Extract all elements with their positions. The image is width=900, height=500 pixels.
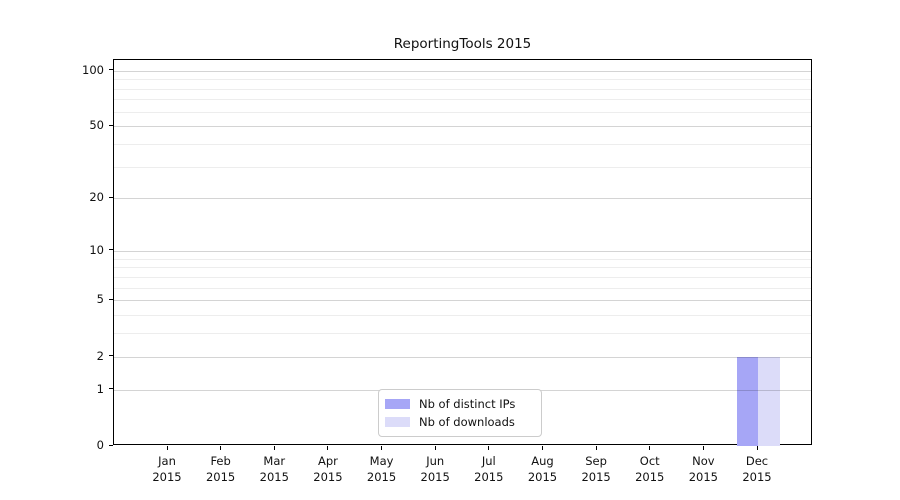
y-tick-mark (109, 196, 113, 198)
x-tick-label-mar: Mar 2015 (259, 454, 289, 484)
gridlines-layer (114, 60, 811, 444)
chart-title: ReportingTools 2015 (393, 36, 532, 52)
legend-label: Nb of downloads (419, 415, 515, 429)
x-tick-label-sep: Sep 2015 (581, 454, 611, 484)
y-tick-label: 1 (96, 381, 104, 396)
y-tick-mark (109, 388, 113, 390)
y-tick-mark (109, 298, 113, 300)
gridline-minor (114, 88, 811, 90)
x-tick-mark (327, 446, 329, 450)
x-tick-label-nov: Nov 2015 (688, 454, 718, 484)
gridline-major (114, 356, 811, 358)
legend-label: Nb of distinct IPs (419, 397, 516, 411)
y-tick-label: 50 (89, 118, 104, 133)
gridline-minor (114, 79, 811, 81)
y-tick-label: 0 (96, 438, 104, 452)
gridline-major (114, 300, 811, 302)
x-tick-mark (166, 446, 168, 450)
y-tick-mark (109, 249, 113, 251)
plot-area (113, 59, 812, 446)
x-tick-label-oct: Oct 2015 (635, 454, 665, 484)
gridline-major (114, 198, 811, 200)
x-tick-label-jul: Jul 2015 (474, 454, 504, 484)
gridline-major (114, 250, 811, 252)
x-tick-label-apr: Apr 2015 (313, 454, 343, 484)
gridline-minor (114, 267, 811, 269)
bars-layer (114, 60, 811, 446)
y-tick-mark (109, 355, 113, 357)
x-tick-label-dec: Dec 2015 (742, 454, 772, 484)
bar-dec-series1 (758, 356, 780, 446)
gridline-minor (114, 315, 811, 317)
legend-swatch-icon (385, 399, 410, 409)
y-tick-label: 10 (89, 242, 104, 257)
x-tick-mark (702, 446, 704, 450)
x-tick-mark (434, 446, 436, 450)
x-tick-label-may: May 2015 (366, 454, 397, 484)
y-tick-label: 20 (89, 190, 104, 205)
y-tick-mark (109, 444, 113, 446)
y-tick-label: 2 (96, 348, 104, 363)
x-tick-label-aug: Aug 2015 (527, 454, 558, 484)
legend: Nb of distinct IPs Nb of downloads (378, 389, 542, 437)
x-tick-mark (273, 446, 275, 450)
x-tick-mark (649, 446, 651, 450)
gridline-minor (114, 276, 811, 278)
x-tick-label-jun: Jun 2015 (420, 454, 450, 484)
gridline-major (114, 126, 811, 128)
gridline-minor (114, 99, 811, 101)
legend-swatch-icon (385, 417, 410, 427)
legend-row: Nb of distinct IPs (385, 395, 533, 413)
x-tick-label-feb: Feb 2015 (205, 454, 236, 484)
x-tick-mark (595, 446, 597, 450)
y-tick-label: 100 (82, 62, 104, 77)
gridline-minor (114, 258, 811, 260)
y-tick-label: 5 (96, 292, 104, 307)
x-tick-label-jan: Jan 2015 (152, 454, 182, 484)
gridline-minor (114, 333, 811, 335)
x-tick-mark (541, 446, 543, 450)
gridline-minor (114, 143, 811, 145)
gridline-minor (114, 287, 811, 289)
x-tick-mark (220, 446, 222, 450)
x-tick-mark (381, 446, 383, 450)
bar-dec-series0 (736, 356, 758, 446)
gridline-minor (114, 111, 811, 113)
x-tick-mark (488, 446, 490, 450)
legend-row: Nb of downloads (385, 413, 533, 431)
x-tick-mark (756, 446, 758, 450)
gridline-major (114, 70, 811, 72)
y-tick-mark (109, 69, 113, 71)
gridline-minor (114, 166, 811, 168)
y-tick-mark (109, 124, 113, 126)
